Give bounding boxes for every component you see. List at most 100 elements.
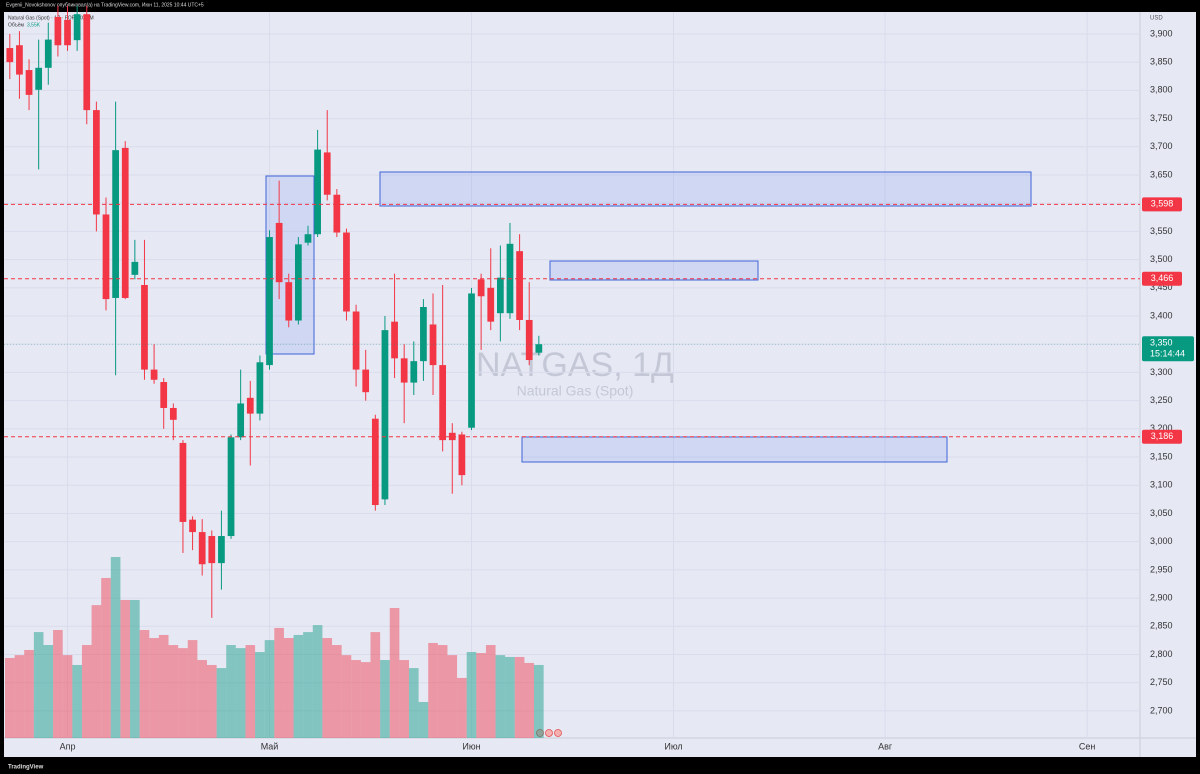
volume-bar [495, 655, 506, 738]
volume-bar [14, 655, 25, 738]
volume-bar [418, 702, 429, 738]
candle-body [477, 279, 485, 297]
volume-bar [235, 648, 246, 738]
candle-body [487, 287, 495, 322]
y-tick-label: 3,750 [1150, 113, 1173, 123]
candle-body [198, 532, 206, 565]
candle-body [458, 434, 466, 476]
legend-volume-value: 3,55K [27, 22, 41, 28]
candle-body [179, 442, 187, 522]
currency: USD [1150, 16, 1163, 22]
candle-body [112, 150, 119, 298]
volume-bar [197, 660, 207, 738]
level-label-box [1142, 429, 1182, 444]
y-tick-label: 3,200 [1150, 423, 1173, 433]
y-tick-label: 3,700 [1150, 141, 1173, 151]
y-tick-label: 2,900 [1150, 592, 1173, 602]
candle-body [150, 369, 158, 380]
candle-body [516, 251, 523, 320]
volume-bar [206, 664, 217, 738]
candle-body [237, 403, 245, 438]
candle-body [189, 519, 196, 533]
candle-body [314, 149, 321, 235]
volume-bar [360, 662, 371, 738]
y-tick-label: 3,500 [1150, 254, 1173, 264]
candle-body [535, 344, 543, 353]
candle-body [352, 311, 360, 370]
candle-body [256, 362, 264, 414]
x-tick-label: Июл [664, 741, 682, 751]
candle-body [410, 361, 418, 383]
volume-bar [389, 608, 400, 738]
volume-bar [43, 645, 54, 738]
volume-bar [485, 645, 496, 738]
volume-bar [332, 645, 342, 738]
y-tick-label: 3,450 [1150, 282, 1173, 292]
level-label: 3,186 [1151, 431, 1174, 441]
volume-bar [322, 638, 333, 738]
legend-volume-name: Объём [8, 22, 24, 28]
volume-bar [110, 557, 121, 738]
volume-bar [524, 662, 535, 738]
candle-body [333, 194, 341, 233]
volume-bar [505, 656, 515, 738]
volume-bar [476, 653, 486, 738]
volume-bar [312, 625, 323, 738]
volume-bar [274, 627, 284, 738]
volume-bar [293, 634, 304, 738]
y-tick-label: 3,300 [1150, 367, 1173, 377]
volume-bar [457, 677, 467, 738]
event-icon [554, 729, 562, 737]
y-tick-label: 2,950 [1150, 564, 1173, 574]
zone [521, 436, 948, 463]
candle-body [391, 321, 398, 359]
zone [379, 171, 1032, 207]
last-price-box [1142, 336, 1194, 362]
volume-bar [33, 632, 44, 738]
volume-bar [178, 648, 188, 738]
candle-body [468, 293, 475, 428]
x-tick-label: Сен [1079, 741, 1096, 751]
volume-bar [466, 652, 477, 738]
volume-bar [534, 664, 544, 738]
y-tick-label: 2,850 [1150, 621, 1173, 631]
y-tick-label: 3,900 [1150, 28, 1173, 38]
y-tick-label: 3,250 [1150, 395, 1173, 405]
candle-body [400, 358, 408, 383]
event-icons [536, 729, 562, 737]
level-label-box [1142, 271, 1182, 286]
level-label: 3,466 [1151, 273, 1174, 283]
volume-bar [380, 660, 390, 738]
footer-logo: TradingView [8, 765, 44, 771]
candle-body [25, 70, 33, 95]
volume-bar [139, 630, 150, 738]
volume-bar [81, 645, 92, 738]
y-tick-label: 3,400 [1150, 310, 1173, 320]
y-tick-label: 3,000 [1150, 536, 1173, 546]
watermark-subtitle: Natural Gas (Spot) [517, 383, 634, 399]
volume-bar [447, 655, 458, 738]
x-tick-label: Май [261, 741, 279, 751]
candle-body [304, 234, 312, 243]
volume-bar [255, 652, 265, 738]
candle-body [323, 152, 331, 195]
candle-body [227, 437, 235, 537]
volume-bar [91, 605, 102, 738]
y-tick-label: 3,550 [1150, 226, 1173, 236]
candle-body [54, 17, 62, 46]
candle-body [285, 282, 293, 321]
candle-body [141, 284, 148, 370]
candle-body [131, 261, 139, 275]
candle-body [266, 237, 273, 366]
candle-body [218, 536, 225, 564]
candle-body [525, 319, 533, 361]
zone [549, 260, 759, 281]
volume-bar [53, 630, 63, 738]
candle-body [429, 324, 437, 366]
legend-symbol: Natural Gas (Spot) · 1Д · FOREXCOM [8, 15, 94, 21]
candle-body [35, 67, 43, 90]
watermark-title: NATGAS, 1Д [476, 346, 674, 384]
y-tick-label: 3,150 [1150, 451, 1173, 461]
volume-bar [514, 656, 525, 738]
